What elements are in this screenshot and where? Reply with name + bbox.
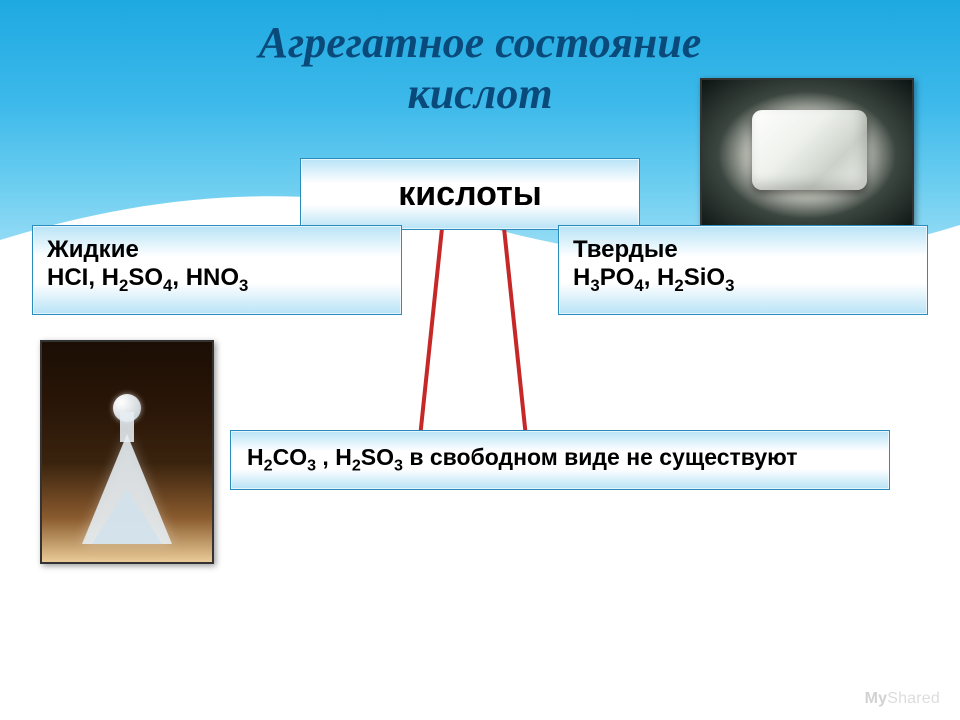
watermark-suffix: Shared xyxy=(887,690,940,707)
photo-solid-acid xyxy=(700,78,914,232)
crystal-shape xyxy=(752,110,867,190)
title-line-1: Агрегатное состояние xyxy=(259,18,702,67)
watermark-prefix: My xyxy=(865,690,888,707)
right-box-solid: Твердые H3PO4, H2SiO3 xyxy=(558,225,928,315)
right-box-title: Твердые xyxy=(573,236,913,264)
root-label: кислоты xyxy=(398,175,542,214)
right-box-formulas: H3PO4, H2SiO3 xyxy=(573,264,913,296)
title-line-2: кислот xyxy=(407,69,552,118)
bottom-box-text: H2CO3 , H2SO3 в свободном виде не сущест… xyxy=(247,444,798,476)
flask-shape xyxy=(82,394,172,544)
watermark: MyShared xyxy=(865,690,940,708)
root-box-acids: кислоты xyxy=(300,158,640,230)
left-box-formulas: HCI, H2SO4, HNO3 xyxy=(47,264,387,296)
slide: Агрегатное состояние кислот кислоты Жидк… xyxy=(0,0,960,720)
left-box-title: Жидкие xyxy=(47,236,387,264)
bottom-box-notexist: H2CO3 , H2SO3 в свободном виде не сущест… xyxy=(230,430,890,490)
left-box-liquid: Жидкие HCI, H2SO4, HNO3 xyxy=(32,225,402,315)
connector-root-bottom-1 xyxy=(418,228,444,442)
photo-liquid-acid xyxy=(40,340,214,564)
